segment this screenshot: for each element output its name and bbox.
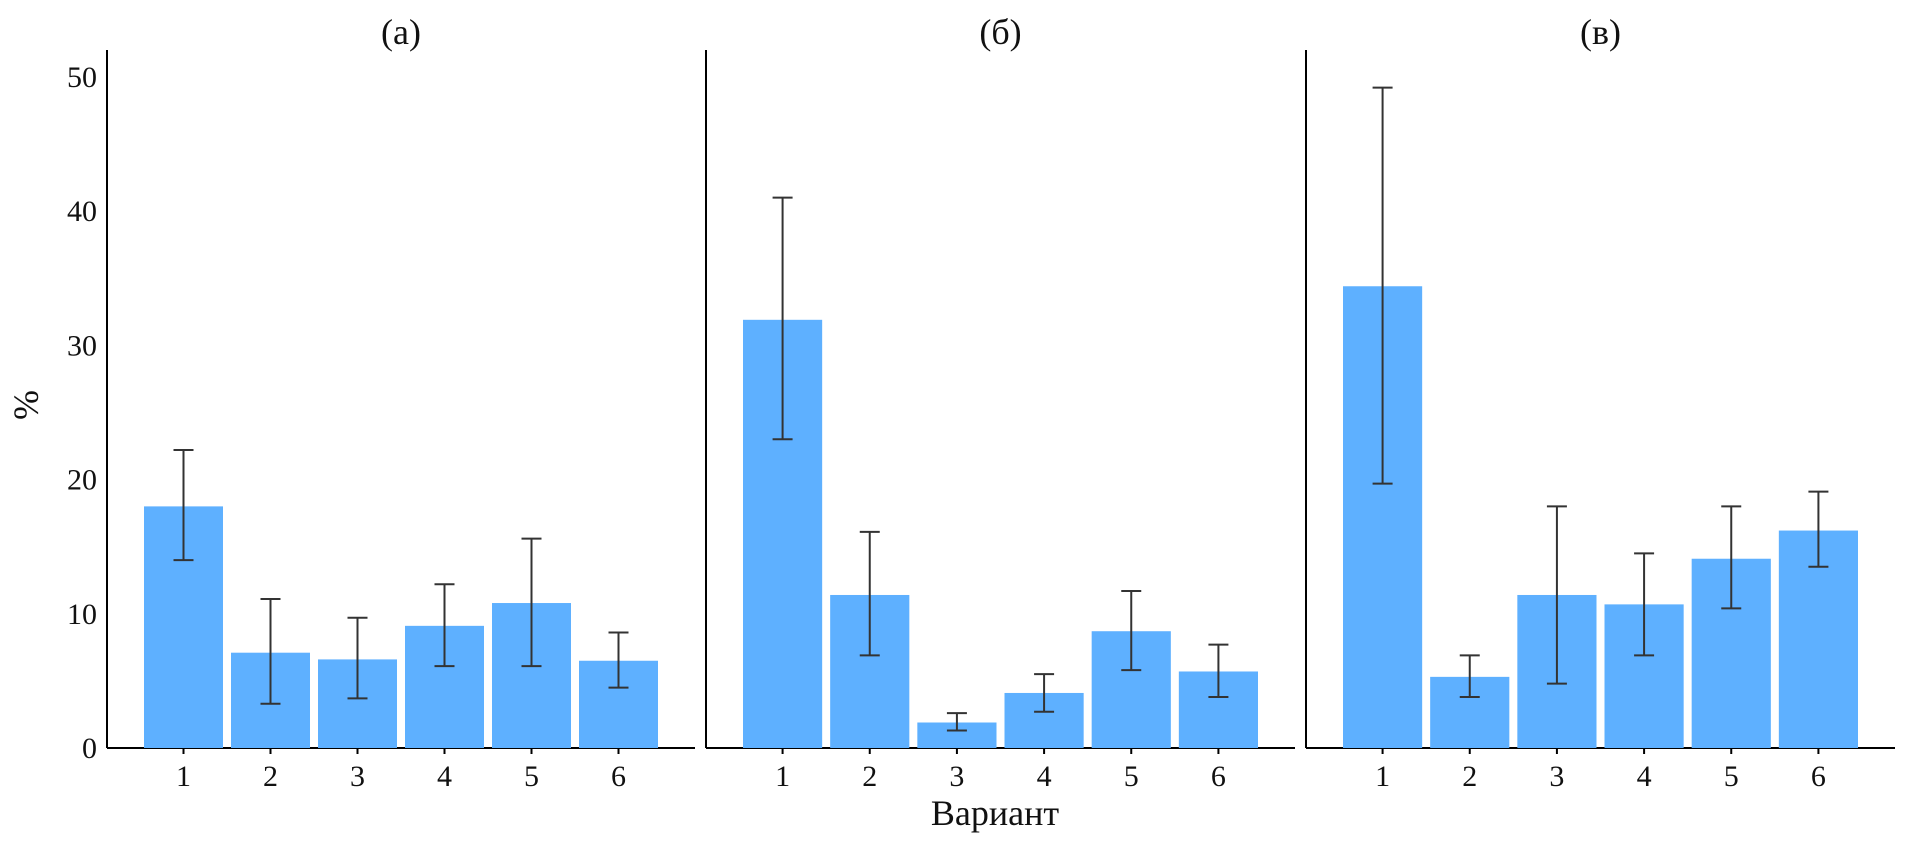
x-tick-label: 2 [862, 760, 877, 793]
x-tick-label: 3 [949, 760, 964, 793]
x-tick-label: 6 [1211, 760, 1226, 793]
x-tick-label: 3 [350, 760, 365, 793]
x-tick-label: 4 [1637, 760, 1652, 793]
panel-1: (а) 1 2 3 4 5 6 [106, 12, 695, 793]
x-tick-label: 5 [524, 760, 539, 793]
y-tick-label: 20 [67, 464, 97, 497]
x-tick-label: 5 [1724, 760, 1739, 793]
panel-title: (б) [979, 12, 1021, 52]
x-tick-label: 2 [1462, 760, 1477, 793]
x-tick-label: 6 [1811, 760, 1826, 793]
panel-title: (в) [1580, 12, 1621, 52]
y-axis-label: % [6, 390, 46, 420]
x-tick-label: 4 [1037, 760, 1052, 793]
y-tick-label: 30 [67, 329, 97, 362]
panel-2: (б) 1 2 3 4 5 6 [705, 12, 1295, 793]
x-tick-label: 1 [1375, 760, 1390, 793]
panel-title: (а) [381, 12, 421, 52]
panels-group: 0 10 20 30 40 50 (а) 1 2 3 4 5 6 (б) 1 2 3 4 5 6 (в) 1 2 3 4 5 6 [67, 12, 1895, 793]
x-tick-label: 6 [611, 760, 626, 793]
x-tick-label: 5 [1124, 760, 1139, 793]
x-tick-label: 2 [263, 760, 278, 793]
y-tick-label: 40 [67, 195, 97, 228]
x-tick-label: 1 [775, 760, 790, 793]
y-tick-label: 50 [67, 61, 97, 94]
x-tick-label: 4 [437, 760, 452, 793]
x-axis-label: Вариант [931, 793, 1060, 833]
panel-3: (в) 1 2 3 4 5 6 [1305, 12, 1895, 793]
y-tick-label: 0 [82, 732, 97, 765]
x-tick-label: 3 [1549, 760, 1564, 793]
x-tick-label: 1 [176, 760, 191, 793]
y-tick-label: 10 [67, 598, 97, 631]
